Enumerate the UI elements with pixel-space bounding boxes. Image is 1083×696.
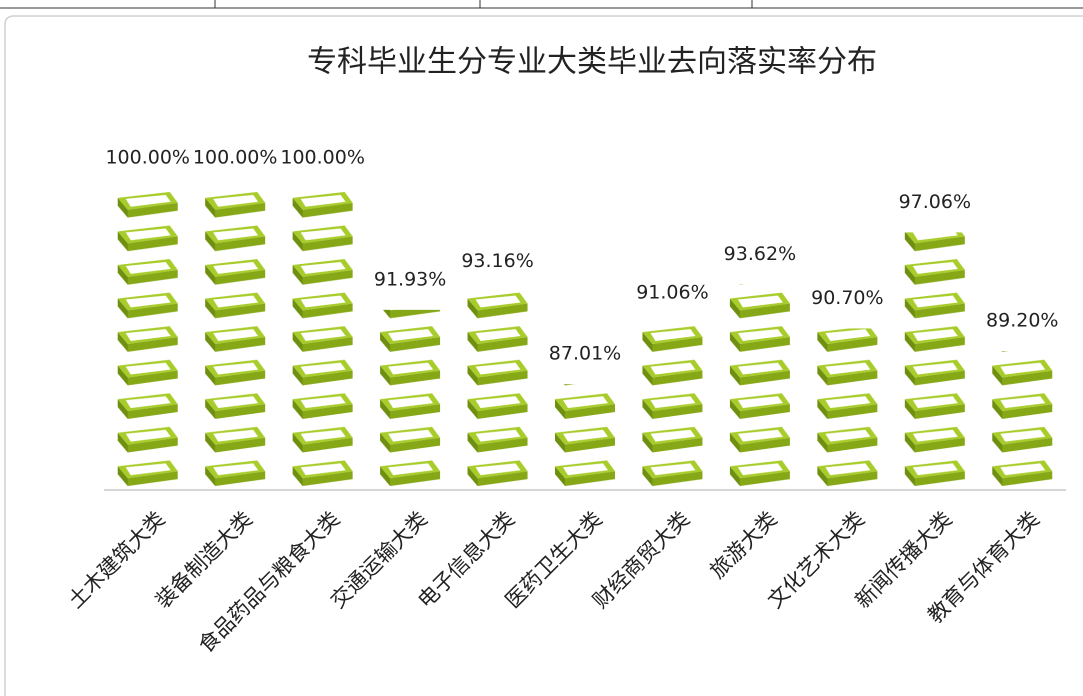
bar	[465, 291, 530, 490]
value-label: 89.20%	[986, 310, 1058, 332]
value-label: 97.06%	[899, 191, 971, 213]
value-label: 100.00%	[193, 147, 278, 169]
bar	[553, 384, 617, 490]
bar	[815, 328, 880, 490]
value-label: 100.00%	[105, 147, 190, 169]
value-label: 90.70%	[811, 287, 883, 309]
bar	[990, 351, 1055, 490]
bar	[378, 309, 443, 490]
bar	[727, 284, 792, 490]
value-label: 100.00%	[280, 147, 365, 169]
bar	[203, 188, 268, 490]
bar	[115, 188, 180, 490]
value-label: 87.01%	[549, 343, 621, 365]
bar	[902, 232, 967, 491]
chart-frame	[4, 15, 1083, 696]
value-label: 93.62%	[724, 243, 796, 265]
bar	[640, 322, 705, 490]
value-label: 91.06%	[636, 281, 708, 303]
chart-title: 专科毕业生分专业大类毕业去向落实率分布	[307, 45, 877, 80]
value-label: 93.16%	[461, 250, 533, 272]
value-label: 91.93%	[374, 268, 446, 290]
bar	[290, 188, 355, 490]
x-tick-label: 旅游大类	[705, 507, 781, 583]
